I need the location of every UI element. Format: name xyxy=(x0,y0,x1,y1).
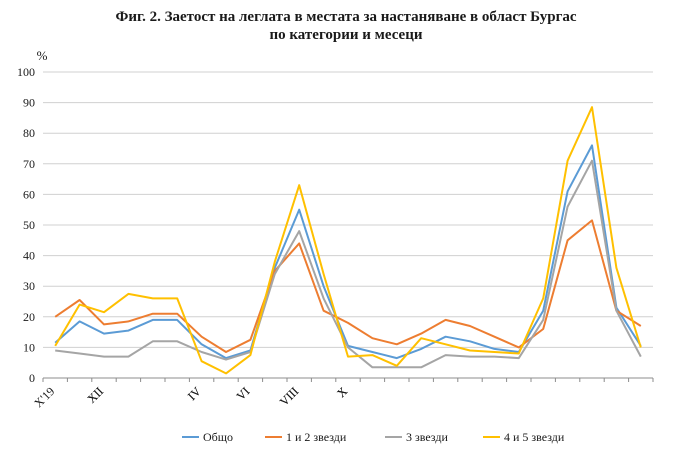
legend-label: 4 и 5 звезди xyxy=(504,430,565,444)
y-axis-label: % xyxy=(37,48,48,63)
x-tick-label: VIII xyxy=(277,384,302,409)
legend: Общо 1 и 2 звезди 3 звезди 4 и 5 звезди xyxy=(182,430,565,444)
y-tick-label: 90 xyxy=(23,96,35,110)
x-tick-label: X xyxy=(334,384,350,400)
y-tick-label: 30 xyxy=(23,279,35,293)
y-tick-label: 70 xyxy=(23,157,35,171)
chart-subtitle: по категории и месеци xyxy=(269,27,423,43)
x-tick-label: IV xyxy=(185,384,204,403)
series-line-4-и-5-звезди xyxy=(54,106,642,375)
y-tick-label: 10 xyxy=(23,340,35,354)
y-tick-label: 0 xyxy=(29,371,35,385)
series-line-3-звезди xyxy=(55,159,642,369)
series-lines xyxy=(54,106,642,375)
y-tick-label: 40 xyxy=(23,249,35,263)
x-tick-label: X'19 xyxy=(31,384,57,410)
legend-label: Общо xyxy=(203,430,233,444)
y-tick-label: 80 xyxy=(23,126,35,140)
y-tick-label: 60 xyxy=(23,187,35,201)
gridlines xyxy=(42,71,654,382)
legend-label: 1 и 2 звезди xyxy=(286,430,347,444)
legend-label: 3 звезди xyxy=(406,430,448,444)
y-axis-ticks: 0 10 20 30 40 50 60 70 80 90 100 xyxy=(17,65,35,385)
x-tick-label: VI xyxy=(234,384,253,403)
x-tick-label: XII xyxy=(84,384,106,406)
series-line-1-и-2-звезди xyxy=(54,219,642,353)
chart-title: Фиг. 2. Заетост на леглата в местата за … xyxy=(115,9,577,25)
y-tick-label: 100 xyxy=(17,65,35,79)
series-line-Общо xyxy=(54,144,642,360)
y-tick-label: 50 xyxy=(23,218,35,232)
y-tick-label: 20 xyxy=(23,310,35,324)
